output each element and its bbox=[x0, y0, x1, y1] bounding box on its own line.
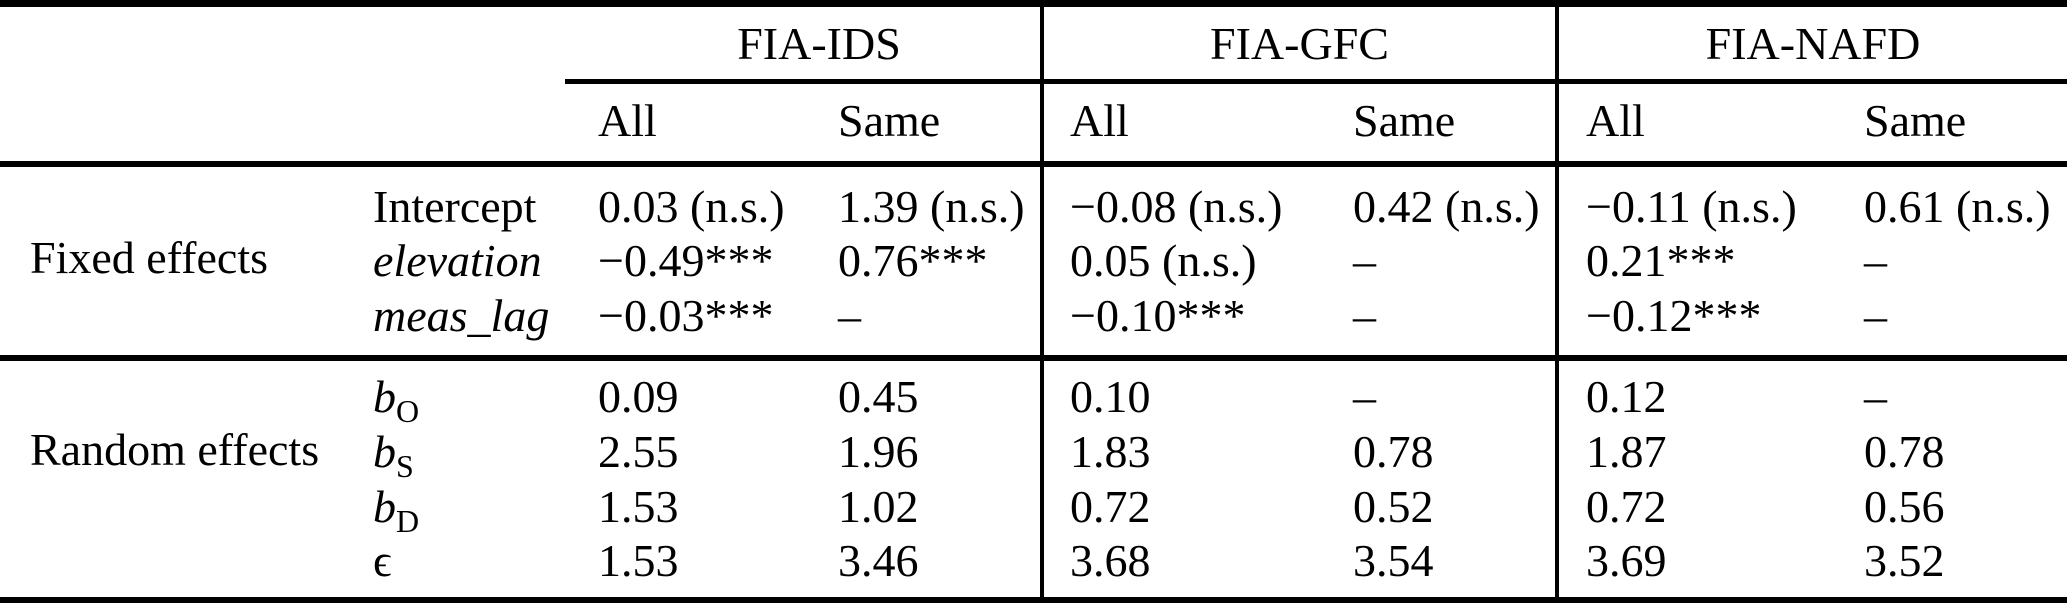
table-row: Random effects bO 0.09 0.45 0.10 – 0.12 … bbox=[0, 355, 2067, 475]
value-cell: 0.10 bbox=[1040, 355, 1353, 424]
group-header-row: FIA-IDS FIA-GFC FIA-NAFD bbox=[0, 0, 2067, 79]
subheader-gfc-same: Same bbox=[1353, 94, 1456, 146]
value-cell: −0.49*** bbox=[598, 235, 774, 286]
row-label-intercept: Intercept bbox=[373, 180, 537, 232]
value-cell: 0.61 (n.s.) bbox=[1864, 180, 2051, 232]
bottom-rule bbox=[0, 597, 2067, 603]
value-cell: 0.76*** bbox=[838, 235, 988, 286]
row-label-epsilon: ϵ bbox=[373, 533, 598, 597]
subscript-d: D bbox=[396, 502, 420, 539]
table-row: elevation −0.49*** 0.76*** 0.05 (n.s.) –… bbox=[0, 233, 2067, 288]
value-cell: 3.69 bbox=[1555, 533, 1864, 597]
row-label-b-d: bD bbox=[373, 479, 598, 537]
subheader-ids-same: Same bbox=[838, 94, 941, 146]
top-rule bbox=[0, 0, 2067, 7]
value-cell: 0.45 bbox=[838, 371, 919, 422]
value-cell: −0.12*** bbox=[1555, 288, 1864, 355]
section-label-text: Random effects bbox=[30, 423, 320, 475]
value-cell: 3.54 bbox=[1353, 535, 1434, 586]
group-header-fia-nafd: FIA-NAFD bbox=[1555, 0, 2067, 79]
row-label-elevation: elevation bbox=[373, 235, 542, 286]
symbol-epsilon: ϵ bbox=[373, 535, 392, 586]
table-row: meas_lag −0.03*** – −0.10*** – −0.12*** … bbox=[0, 288, 2067, 355]
value-cell: 0.78 bbox=[1864, 426, 1945, 477]
value-cell: 0.05 (n.s.) bbox=[1040, 233, 1353, 288]
subheader-row: All Same All Same All Same bbox=[0, 79, 2067, 161]
subheader-ids-all: All bbox=[598, 94, 657, 146]
value-cell: – bbox=[1353, 290, 1376, 341]
value-cell: 0.56 bbox=[1864, 480, 1945, 532]
section-divider-rule bbox=[0, 355, 2067, 361]
symbol-b: b bbox=[373, 426, 396, 477]
value-cell: – bbox=[1864, 371, 1887, 422]
value-cell: 3.46 bbox=[838, 535, 919, 586]
subheader-nafd-all: All bbox=[1555, 79, 1864, 161]
value-cell: – bbox=[1353, 235, 1376, 286]
value-cell: 1.87 bbox=[1555, 424, 1864, 479]
value-cell: – bbox=[1864, 235, 1887, 286]
value-cell: 2.55 bbox=[598, 426, 679, 477]
corner-empty-cell bbox=[0, 0, 598, 79]
value-cell: 3.52 bbox=[1864, 535, 1945, 586]
value-cell: −0.10*** bbox=[1040, 288, 1353, 355]
value-cell: 0.72 bbox=[1040, 479, 1353, 533]
value-cell: 0.21*** bbox=[1555, 233, 1864, 288]
value-cell: 1.53 bbox=[598, 480, 679, 532]
value-cell: 0.09 bbox=[598, 371, 679, 422]
table-row: bD 1.53 1.02 0.72 0.52 0.72 0.56 bbox=[0, 479, 2067, 537]
value-cell: 0.52 bbox=[1353, 480, 1434, 532]
value-cell: 1.39 (n.s.) bbox=[838, 180, 1025, 232]
value-cell: 1.02 bbox=[838, 480, 919, 532]
value-cell: 0.03 (n.s.) bbox=[598, 180, 785, 232]
value-cell: −0.11 (n.s.) bbox=[1555, 161, 1864, 233]
symbol-b: b bbox=[373, 371, 396, 422]
table-row: bS 2.55 1.96 1.83 0.78 1.87 0.78 bbox=[0, 424, 2067, 482]
row-label-b-o: bO bbox=[373, 355, 598, 427]
value-cell: −0.08 (n.s.) bbox=[1040, 161, 1353, 233]
subheader-empty-cell bbox=[0, 79, 598, 161]
value-cell: – bbox=[1864, 290, 1887, 341]
value-cell: 3.68 bbox=[1040, 533, 1353, 597]
section-label-fixed-effects: Fixed effects bbox=[0, 161, 373, 355]
group-header-fia-ids: FIA-IDS bbox=[737, 17, 901, 69]
value-cell: 1.83 bbox=[1040, 424, 1353, 479]
table-row: Fixed effects Intercept 0.03 (n.s.) 1.39… bbox=[0, 161, 2067, 283]
value-cell: 1.53 bbox=[598, 535, 679, 586]
value-cell: 0.42 (n.s.) bbox=[1353, 180, 1540, 232]
subheader-gfc-all: All bbox=[1040, 79, 1353, 161]
value-cell: −0.03*** bbox=[598, 290, 774, 341]
subheader-nafd-same: Same bbox=[1864, 94, 1967, 146]
value-cell: 0.78 bbox=[1353, 426, 1434, 477]
table-row: ϵ 1.53 3.46 3.68 3.54 3.69 3.52 bbox=[0, 533, 2067, 597]
section-label-random-effects: Random effects bbox=[0, 355, 373, 597]
subscript-s: S bbox=[396, 448, 414, 484]
group-header-fia-gfc: FIA-GFC bbox=[1040, 0, 1555, 79]
value-cell: – bbox=[1353, 371, 1376, 422]
section-label-text: Fixed effects bbox=[30, 231, 269, 283]
row-label-b-s: bS bbox=[373, 424, 598, 482]
value-cell: 0.72 bbox=[1555, 479, 1864, 533]
subscript-o: O bbox=[396, 393, 420, 429]
header-rule bbox=[0, 161, 2067, 167]
value-cell: – bbox=[838, 290, 861, 341]
value-cell: 0.12 bbox=[1555, 355, 1864, 424]
row-label-meas-lag: meas_lag bbox=[373, 290, 550, 341]
symbol-b: b bbox=[373, 480, 396, 532]
group-span-rule bbox=[565, 79, 2067, 84]
value-cell: 1.96 bbox=[838, 426, 919, 477]
